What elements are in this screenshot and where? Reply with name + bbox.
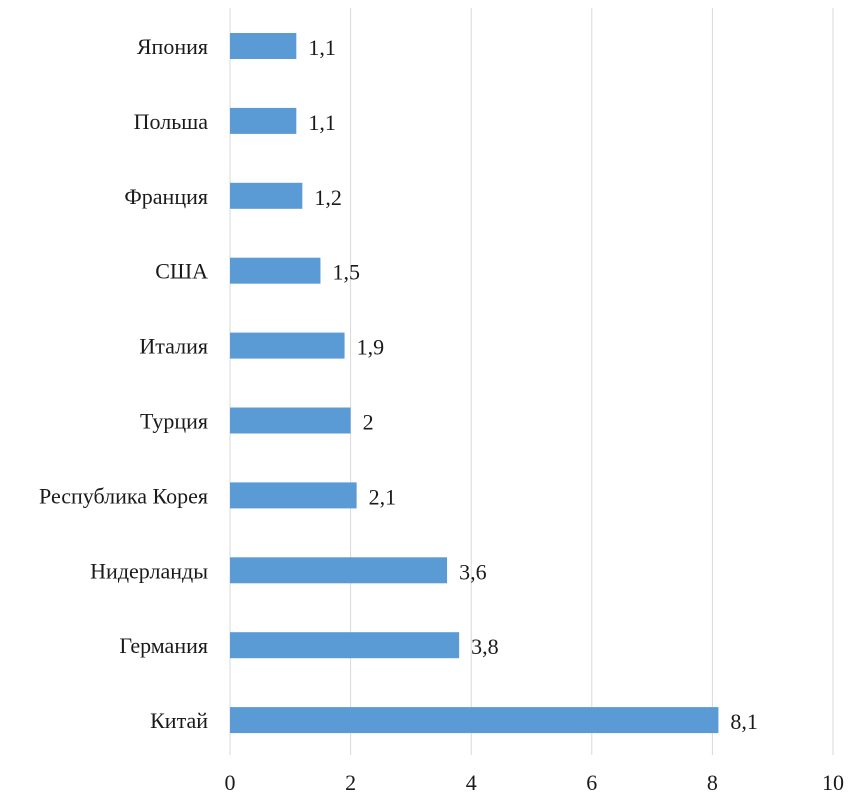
data-label: 3,6: [459, 559, 487, 584]
data-label: 1,5: [332, 260, 360, 285]
bar: [230, 632, 460, 659]
category-label: Китай: [150, 708, 208, 733]
x-tick-label: 2: [345, 770, 356, 794]
bar: [230, 482, 357, 509]
category-label: Япония: [137, 34, 208, 59]
category-label: Республика Корея: [39, 483, 208, 508]
category-label: США: [155, 259, 208, 284]
category-label: Италия: [139, 334, 208, 359]
grid-layer: [229, 8, 834, 755]
bar: [230, 182, 303, 209]
x-tick-label: 10: [822, 770, 844, 794]
bar: [230, 257, 321, 284]
data-label: 2,1: [369, 484, 397, 509]
category-labels: Япония Польша Франция США Италия Турция Респуб…: [39, 34, 208, 733]
x-tick-label: 0: [225, 770, 236, 794]
x-tick-label: 6: [586, 770, 597, 794]
data-label: 3,8: [471, 634, 499, 659]
bar: [230, 33, 297, 59]
bar: [230, 332, 345, 359]
data-label: 1,1: [308, 110, 336, 135]
bar-layer: [230, 33, 719, 734]
category-label: Германия: [119, 633, 208, 658]
value-labels: 1,1 1,1 1,2 1,5 1,9 2 2,1 3,6 3,8 8,1: [308, 35, 758, 734]
category-label: Турция: [140, 409, 208, 434]
bar: [230, 707, 719, 734]
data-label: 2: [363, 410, 374, 435]
data-label: 1,1: [308, 35, 336, 60]
bar: [230, 557, 448, 584]
x-axis-tick-labels: 0 2 4 6 8 10: [225, 770, 845, 794]
bar: [230, 107, 297, 134]
category-label: Польша: [134, 109, 209, 134]
category-label: Нидерланды: [90, 558, 208, 583]
x-tick-label: 4: [466, 770, 477, 794]
x-tick-label: 8: [707, 770, 718, 794]
data-label: 1,9: [357, 335, 385, 360]
bar: [230, 407, 351, 434]
data-label: 8,1: [730, 709, 758, 734]
data-label: 1,2: [314, 185, 342, 210]
category-label: Франция: [124, 184, 208, 209]
